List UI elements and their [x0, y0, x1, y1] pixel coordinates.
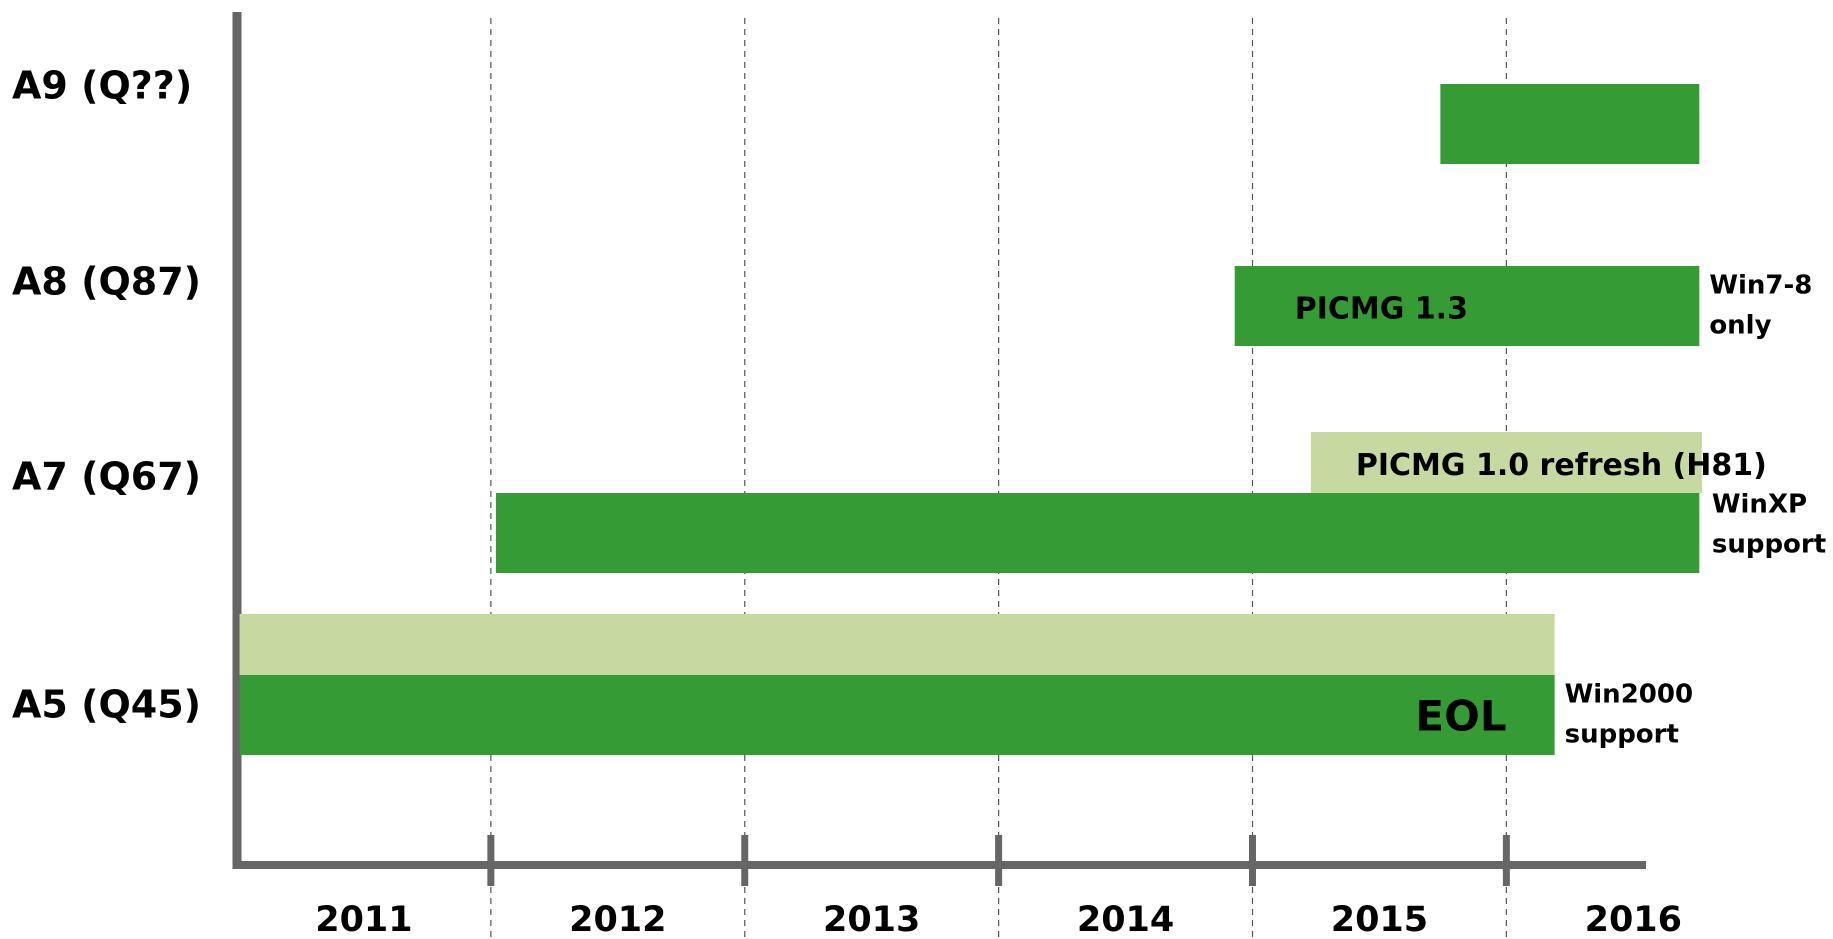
bar — [1310, 432, 1702, 493]
x-tick-label: 2015 — [1331, 900, 1428, 939]
bar — [1234, 266, 1700, 346]
x-tick-label: 2014 — [1077, 900, 1174, 939]
x-tick-label: 2013 — [823, 900, 920, 939]
row-label: A7 (Q67) — [12, 455, 201, 499]
side-note: only — [1709, 311, 1771, 341]
row-label: A5 (Q45) — [12, 683, 201, 727]
x-tick-label: 2011 — [315, 900, 412, 939]
x-tick-label: 2012 — [569, 900, 666, 939]
side-note: support — [1565, 720, 1679, 750]
side-note: Win2000 — [1565, 680, 1693, 710]
x-tick-label: 2016 — [1585, 900, 1682, 939]
bar — [495, 493, 1700, 573]
side-note: Win7-8 — [1709, 271, 1812, 301]
bar — [239, 614, 1555, 675]
bar-label: PICMG 1.3 — [1295, 292, 1468, 327]
bar-label: EOL — [1415, 692, 1506, 741]
side-note: support — [1712, 530, 1826, 560]
bar — [239, 675, 1555, 755]
row-label: A9 (Q??) — [12, 64, 192, 108]
side-note: WinXP — [1712, 490, 1807, 520]
bar-label: PICMG 1.0 refresh (H81) — [1356, 448, 1767, 483]
row-label: A8 (Q87) — [12, 260, 201, 304]
bar — [1440, 84, 1700, 164]
